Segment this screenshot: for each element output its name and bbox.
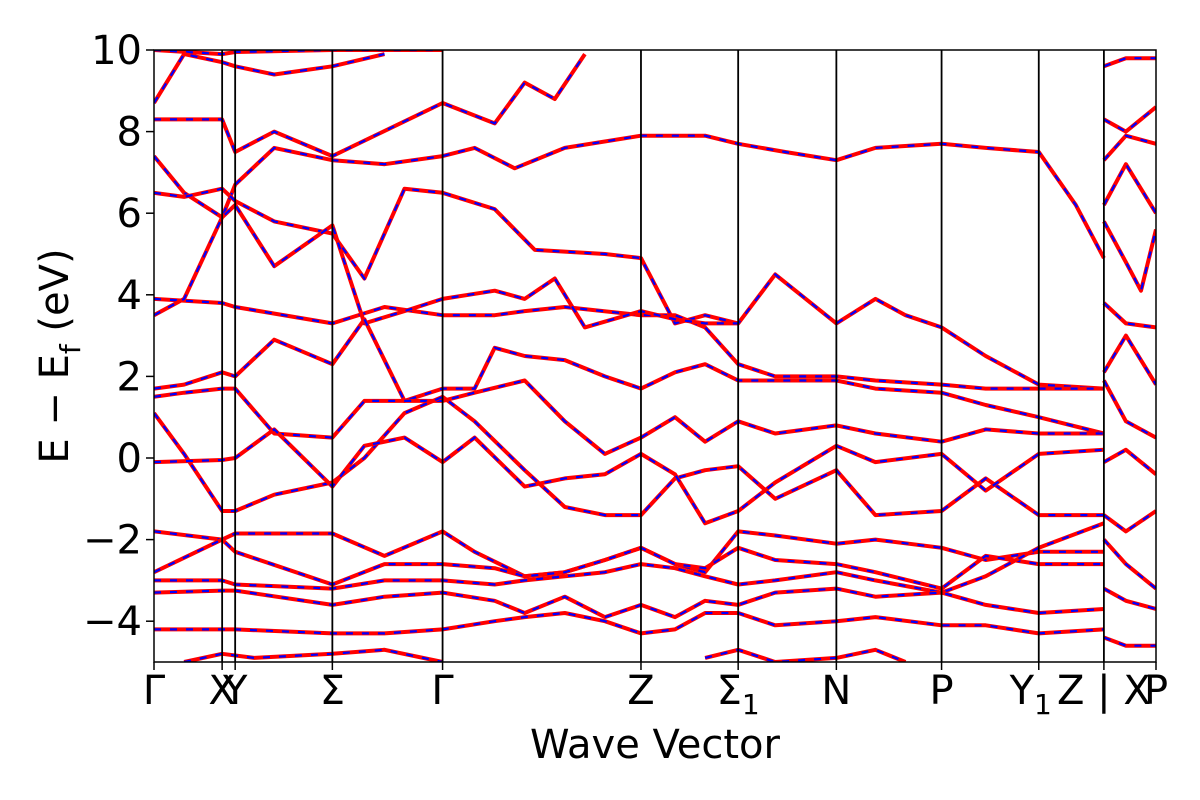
y-tick-label: 6 [117,191,142,237]
band-line-red [154,186,1105,391]
band-line-red [704,647,907,662]
band-line-blue-dashed [154,379,1104,456]
band-line-red [1102,105,1156,134]
band-line-blue-dashed [1103,538,1156,590]
band-line-blue-dashed [154,587,1104,619]
band-line-blue-dashed [154,52,385,104]
band-line-red [1102,538,1156,591]
band-line-red [154,611,1105,636]
band-line-red [154,394,1104,518]
y-axis-label-main: E − E [32,354,78,464]
high-symmetry-lines [221,50,1105,662]
y-axis-label-unit: (eV) [32,248,78,344]
band-line-blue-dashed [1103,510,1156,533]
band-line-blue-dashed [1102,379,1156,439]
y-tick-label: 10 [91,28,142,74]
kpoint-label: Z | X [1057,668,1151,714]
kpoint-label: P [1144,668,1168,714]
band-line-blue-dashed [183,648,443,662]
band-line-blue-dashed [704,648,906,662]
band-line-blue-dashed [154,53,586,158]
band-line-blue-dashed [1102,161,1156,214]
y-axis-label-subscript: f [54,343,87,354]
band-line-blue-dashed [154,187,1104,390]
band-line-blue-dashed [154,317,1105,435]
y-tick-label: −4 [83,599,142,645]
band-line-blue-dashed [154,522,1105,594]
y-tick-label: 0 [117,436,142,482]
y-tick-label: 8 [117,110,142,156]
y-axis-ticks: 10 8 6 4 2 0 −2 −4 [83,28,154,645]
band-line-red [154,317,1105,436]
x-axis-label: Wave Vector [530,722,781,768]
y-tick-label: 2 [117,354,142,400]
band-line-blue-dashed [154,427,1104,525]
band-line-red [1102,133,1156,162]
y-tick-label: −2 [83,518,142,564]
y-tick-label: 4 [117,273,142,319]
kpoint-label: P [930,668,954,714]
y-axis-label: E − Ef (eV) [32,248,87,463]
x-axis-ticks: Γ XY Σ Γ Z Σ1 N P Y1 Z | XP [143,662,1168,721]
band-line-blue-dashed [154,538,1104,590]
kpoint-label: Γ [143,668,166,714]
kpoint-label: Y1 [1009,668,1052,721]
band-lines [154,50,1156,662]
band-line-red [154,133,1106,260]
kpoint-label: Γ [431,668,454,714]
band-line-red [154,52,587,159]
band-line-red [154,586,1105,620]
kpoint-label: Z [627,668,654,714]
band-line-blue-dashed [154,297,1104,390]
kpoint-label: Σ1 [717,668,760,721]
band-line-blue-dashed [1102,333,1156,386]
band-line-red [154,537,1104,591]
band-line-blue-dashed [1103,106,1156,133]
band-line-red [1102,586,1156,611]
band-line-red [1103,56,1156,69]
kpoint-label: Σ [320,668,345,714]
band-line-blue-dashed [1103,302,1156,329]
kpoint-label: N [821,668,851,714]
band-line-blue-dashed [154,611,1104,635]
band-line-red [1103,635,1156,648]
band-line-red [154,296,1104,391]
band-line-red [1102,220,1156,293]
band-line-blue-dashed [1103,448,1156,476]
kpoint-label: X [208,668,235,714]
band-line-red [1102,379,1156,440]
band-line-red [1102,447,1156,476]
band-line-blue-dashed [1103,134,1156,161]
band-line-blue-dashed [154,395,1104,517]
kpoint-label: Y [222,668,248,714]
plot-frame [153,49,1157,663]
